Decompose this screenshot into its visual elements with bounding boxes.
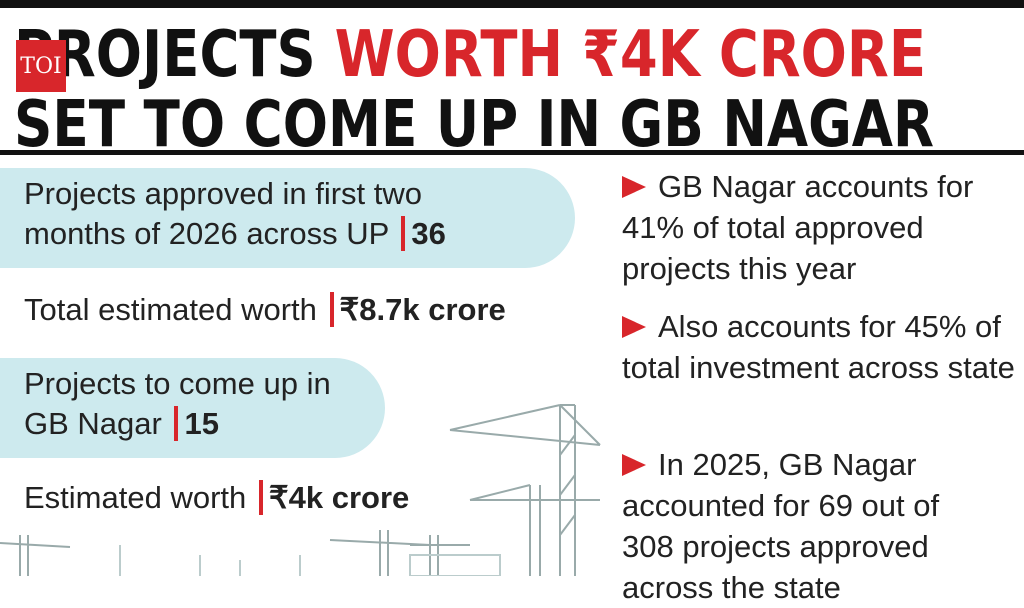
- bullet-text: Also accounts for 45% of total investmen…: [622, 309, 1015, 385]
- divider: [0, 150, 1024, 155]
- stat-bubble: [0, 358, 385, 458]
- stat-label: Projects to come up in GB Nagar: [24, 366, 331, 441]
- bullet-item: In 2025, GB Nagar accounted for 69 out o…: [622, 444, 992, 608]
- bullet-arrow: [622, 454, 646, 476]
- stat: Projects approved in first two months of…: [24, 174, 494, 254]
- title-line1: PROJECTS WORTH ₹4K CRORE: [14, 18, 926, 92]
- stat-label: Total estimated worth: [24, 292, 317, 327]
- stat: Estimated worth ₹4k crore: [24, 478, 410, 518]
- logo: TOI: [16, 40, 66, 92]
- title-line2: SET TO COME UP IN GB NAGAR: [14, 88, 934, 158]
- title-red: WORTH ₹4K CRORE: [335, 18, 926, 92]
- bullet-text: In 2025, GB Nagar accounted for 69 out o…: [622, 447, 940, 605]
- top-bar: [0, 0, 1024, 8]
- stat-value: ₹4k crore: [258, 480, 410, 515]
- title: PROJECTS WORTH ₹4K CRORE SET TO COME UP …: [14, 18, 934, 158]
- stat-label: Estimated worth: [24, 480, 247, 515]
- stat: Projects to come up in GB Nagar 15: [24, 364, 364, 444]
- bullet-arrow: [622, 176, 646, 198]
- bullet-arrow: [622, 316, 646, 338]
- cranes-illustration: [0, 404, 601, 576]
- stat-value: 36: [401, 216, 446, 251]
- bullet-text: GB Nagar accounts for 41% of total appro…: [622, 169, 974, 286]
- bullet-item: Also accounts for 45% of total investmen…: [622, 306, 1017, 388]
- stat: Total estimated worth ₹8.7k crore: [24, 290, 506, 330]
- stat-label: Projects approved in first two months of…: [24, 176, 423, 251]
- stat-value: ₹8.7k crore: [329, 292, 506, 327]
- stat-bubble: [0, 168, 575, 268]
- stat-value: 15: [174, 406, 219, 441]
- bullet-item: GB Nagar accounts for 41% of total appro…: [622, 166, 1017, 289]
